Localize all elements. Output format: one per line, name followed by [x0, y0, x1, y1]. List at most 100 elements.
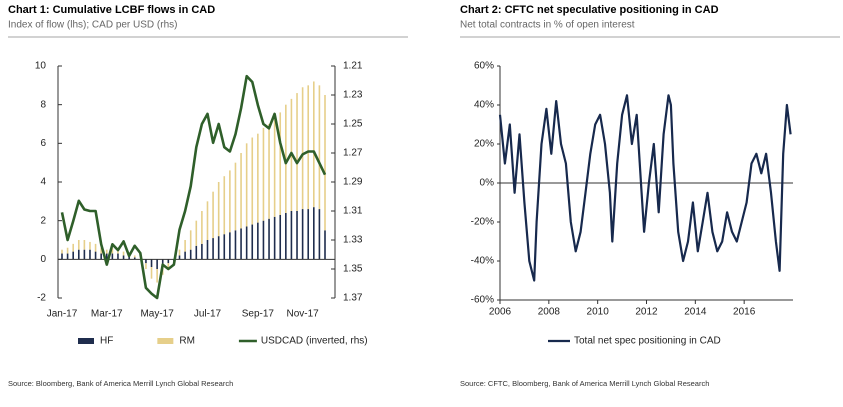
bar-segment [217, 182, 220, 237]
bar-segment [184, 251, 186, 260]
bar-segment [128, 255, 130, 260]
bar-segment [167, 263, 170, 269]
bar-segment [324, 95, 326, 231]
bar-segment [240, 153, 242, 229]
chart-subtitle: Index of flow (lhs); CAD per USD (rhs) [8, 20, 178, 31]
y-tick-label: 2 [40, 215, 46, 226]
bar-segment [257, 222, 259, 260]
x-tick-label: Nov-17 [286, 309, 319, 320]
x-tick-label: May-17 [140, 309, 174, 320]
bar-segment [66, 253, 69, 260]
bar-segment [318, 85, 321, 210]
bar-segment [313, 207, 315, 260]
bar-segment [178, 255, 181, 260]
bar-segment [189, 249, 192, 260]
y-tick-label: 10 [35, 61, 47, 72]
bar-segment [206, 240, 209, 260]
bar-segment [234, 162, 237, 231]
legend-swatch [157, 338, 174, 344]
bar-segment [66, 247, 69, 254]
bar-segment [268, 124, 270, 219]
y-tick-label: 40% [474, 100, 494, 111]
bar-segment [324, 230, 326, 260]
y-tick-label: -60% [471, 295, 494, 306]
y2-tick-label: 1.29 [343, 177, 363, 188]
y2-tick-label: 1.27 [343, 148, 363, 159]
bar-segment [262, 127, 265, 221]
bar-segment [301, 209, 304, 260]
bar-segment [229, 232, 231, 260]
bar-segment [94, 243, 97, 252]
bar-segment [245, 143, 248, 227]
bar-segment [307, 209, 310, 260]
bar-segment [83, 249, 86, 260]
bar-segment [212, 191, 214, 239]
y-tick-label: 0 [40, 254, 46, 265]
bar-segment [240, 228, 242, 260]
bar-segment [117, 253, 119, 260]
bar-segment [145, 263, 147, 269]
y-tick-label: -2 [37, 293, 46, 304]
source: Source: Bloomberg, Bank of America Merri… [8, 379, 233, 388]
y-tick-label: 60% [474, 61, 494, 72]
legend-label: USDCAD (inverted, rhs) [261, 336, 368, 347]
bar-segment [262, 220, 265, 260]
bar-segment [268, 218, 270, 260]
bar-segment [229, 170, 231, 233]
bar-segment [77, 249, 80, 260]
bar-segment [111, 253, 114, 260]
bar-segment [318, 209, 321, 260]
y-tick-label: 4 [40, 177, 46, 188]
bar-segment [279, 214, 282, 260]
chart-subtitle: Net total contracts in % of open interes… [460, 20, 635, 31]
bar-segment [117, 249, 119, 254]
y2-tick-label: 1.37 [343, 293, 363, 304]
x-tick-label: 2012 [635, 307, 658, 318]
bar-segment [122, 255, 125, 260]
x-tick-label: 2014 [684, 307, 707, 318]
y2-tick-label: 1.33 [343, 235, 363, 246]
bar-segment [150, 259, 153, 268]
bar-segment [89, 249, 91, 260]
bar-segment [296, 211, 298, 260]
bar-segment [273, 118, 276, 217]
y2-tick-label: 1.35 [343, 264, 363, 275]
x-tick-label: 2016 [733, 307, 756, 318]
bar-segment [150, 267, 153, 279]
bar-segment [83, 240, 86, 250]
bar-segment [223, 234, 226, 260]
bar-segment [285, 212, 287, 260]
line-series [60, 74, 327, 300]
bar-segment [61, 253, 63, 260]
bar-segment [245, 226, 248, 260]
x-tick-label: 2010 [587, 307, 610, 318]
y2-tick-label: 1.21 [343, 61, 363, 72]
bar-segment [133, 257, 136, 260]
bar-segment [111, 247, 114, 254]
x-tick-label: Mar-17 [91, 309, 123, 320]
bar-segment [61, 249, 63, 254]
chart-title: Chart 2: CFTC net speculative positionin… [460, 4, 719, 16]
bar-segment [217, 236, 220, 260]
bar-segment [100, 253, 102, 260]
bar-segment [257, 133, 259, 223]
bar-segment [301, 87, 304, 210]
y-tick-label: 20% [474, 139, 494, 150]
bar-segment [133, 255, 136, 258]
bar-segment [161, 259, 164, 266]
y2-tick-label: 1.31 [343, 206, 363, 217]
bar-segment [72, 251, 74, 260]
line-series [498, 94, 792, 282]
bar-segment [178, 249, 181, 256]
bar-segment [122, 251, 125, 256]
bar-segment [100, 247, 102, 254]
source: Source: CFTC, Bloomberg, Bank of America… [460, 379, 709, 388]
legend-label: HF [100, 336, 113, 347]
bar-segment [156, 259, 158, 269]
bar-segment [201, 243, 203, 260]
bar-segment [273, 216, 276, 260]
bar-segment [167, 259, 170, 264]
bar-segment [296, 93, 298, 211]
bar-segment [251, 224, 254, 260]
